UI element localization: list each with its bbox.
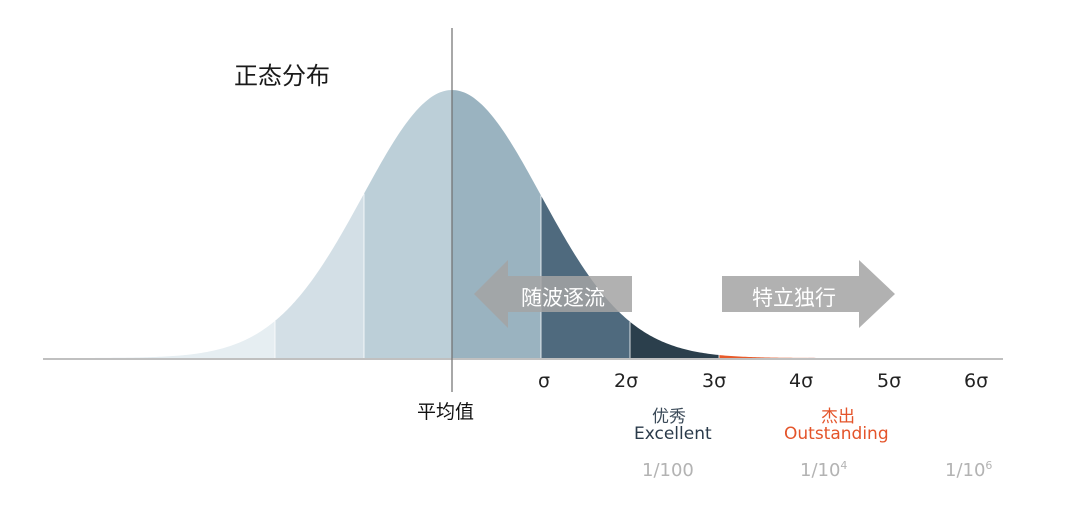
band-3sigma-tail xyxy=(719,355,808,358)
ratio-label-1: 1/100 xyxy=(642,460,694,481)
outstanding-label-en: Outstanding xyxy=(784,424,889,444)
right-arrow-label: 特立独行 xyxy=(752,286,836,310)
ratio-label-3: 1/106 xyxy=(945,459,993,481)
excellent-label-zh: 优秀 xyxy=(652,407,686,427)
outstanding-label-zh: 杰出 xyxy=(821,407,855,427)
sigma-label-2: 2σ xyxy=(614,370,639,392)
left-arrow-label: 随波逐流 xyxy=(521,286,605,310)
sigma-label-1: σ xyxy=(538,370,551,392)
excellent-label-en: Excellent xyxy=(634,424,712,444)
mean-label: 平均值 xyxy=(417,401,475,423)
sigma-label-3: 3σ xyxy=(702,370,727,392)
band-right-inner xyxy=(452,90,541,358)
band-left-outer xyxy=(95,320,275,358)
curve-bands xyxy=(95,90,900,358)
sigma-label-5: 5σ xyxy=(877,370,902,392)
right-arrow xyxy=(722,260,895,328)
ratio-label-2: 1/104 xyxy=(800,459,848,481)
band-2sigma xyxy=(630,321,719,358)
sigma-label-4: 4σ xyxy=(789,370,814,392)
diagram-title: 正态分布 xyxy=(234,62,330,90)
left-arrow xyxy=(474,260,632,328)
band-left-mid xyxy=(275,193,364,358)
band-left-inner xyxy=(364,90,452,358)
sigma-label-6: 6σ xyxy=(964,370,989,392)
